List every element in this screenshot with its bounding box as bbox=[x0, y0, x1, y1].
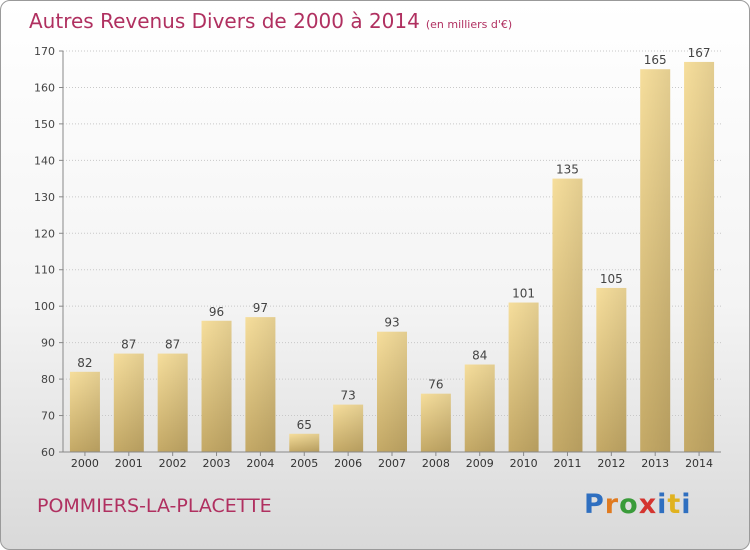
bar-shade-2001 bbox=[113, 353, 144, 452]
chart-unit: (en milliers d'€) bbox=[425, 18, 513, 31]
y-tick-label: 100 bbox=[34, 300, 55, 313]
x-tick-label-2013: 2013 bbox=[641, 457, 669, 470]
logo-letter: P bbox=[584, 489, 605, 520]
logo-letter: r bbox=[604, 489, 620, 520]
value-label-2010: 101 bbox=[512, 287, 535, 301]
y-tick-label: 160 bbox=[34, 81, 55, 94]
logo-letter: i bbox=[681, 489, 692, 520]
y-tick-label: 110 bbox=[34, 264, 55, 277]
bar-shade-2006 bbox=[333, 404, 364, 452]
bar-shade-2005 bbox=[289, 433, 320, 452]
bar-shade-2003 bbox=[201, 320, 232, 452]
chart-title: Autres Revenus Divers de 2000 à 2014 (en … bbox=[29, 9, 512, 33]
y-tick-label: 120 bbox=[34, 227, 55, 240]
x-tick-label-2008: 2008 bbox=[422, 457, 450, 470]
bar-shade-2002 bbox=[157, 353, 188, 452]
chart-title-text: Autres Revenus Divers de 2000 à 2014 bbox=[29, 9, 420, 33]
x-tick-label-2009: 2009 bbox=[466, 457, 494, 470]
value-label-2006: 73 bbox=[340, 389, 355, 403]
y-tick-label: 70 bbox=[41, 410, 55, 423]
value-label-2004: 97 bbox=[253, 301, 268, 315]
value-label-2014: 167 bbox=[688, 46, 711, 60]
axis-layer: 60 70 80 90 100 110 120 130 140 150 160 170 2000 2001… bbox=[34, 45, 721, 470]
bar-shade-2000 bbox=[69, 371, 100, 452]
bar-shade-2010 bbox=[508, 302, 539, 452]
x-tick-label-2006: 2006 bbox=[334, 457, 362, 470]
logo-letter: t bbox=[667, 489, 682, 520]
bar-layer: 82 87 87 96 97 65 73 93 76 84 101 135 105 165 167 bbox=[69, 46, 715, 453]
value-label-2002: 87 bbox=[165, 338, 180, 352]
y-tick-label: 80 bbox=[41, 373, 55, 386]
x-tick-label-2012: 2012 bbox=[597, 457, 625, 470]
bar-shade-2004 bbox=[245, 317, 276, 452]
bar-shade-2014 bbox=[684, 61, 715, 452]
value-label-2001: 87 bbox=[121, 338, 136, 352]
bar-shade-2011 bbox=[552, 178, 583, 452]
proxiti-logo: Proxiti bbox=[584, 489, 692, 520]
x-tick-label-2000: 2000 bbox=[71, 457, 99, 470]
y-tick-label: 90 bbox=[41, 337, 55, 350]
value-label-2005: 65 bbox=[297, 418, 312, 432]
x-tick-label-2014: 2014 bbox=[685, 457, 713, 470]
x-tick-label-2001: 2001 bbox=[115, 457, 143, 470]
x-tick-label-2007: 2007 bbox=[378, 457, 406, 470]
value-label-2000: 82 bbox=[77, 356, 92, 370]
logo-letter: x bbox=[638, 489, 658, 520]
logo-letter: i bbox=[657, 489, 668, 520]
value-label-2009: 84 bbox=[472, 349, 487, 363]
value-label-2008: 76 bbox=[428, 378, 443, 392]
bar-shade-2013 bbox=[640, 69, 671, 453]
y-tick-label: 60 bbox=[41, 446, 55, 459]
x-tick-label-2005: 2005 bbox=[290, 457, 318, 470]
x-tick-label-2002: 2002 bbox=[159, 457, 187, 470]
location-name: POMMIERS-LA-PLACETTE bbox=[37, 495, 272, 517]
x-tick-label-2010: 2010 bbox=[510, 457, 538, 470]
bar-shade-2012 bbox=[596, 287, 627, 452]
value-label-2011: 135 bbox=[556, 163, 579, 177]
value-label-2007: 93 bbox=[384, 316, 399, 330]
y-tick-label: 130 bbox=[34, 191, 55, 204]
x-tick-label-2003: 2003 bbox=[203, 457, 231, 470]
y-tick-label: 170 bbox=[34, 45, 55, 58]
x-tick-label-2004: 2004 bbox=[246, 457, 274, 470]
value-label-2012: 105 bbox=[600, 272, 623, 286]
bar-shade-2007 bbox=[377, 331, 407, 452]
value-label-2003: 96 bbox=[209, 305, 224, 319]
value-label-2013: 165 bbox=[644, 53, 667, 67]
bar-shade-2008 bbox=[420, 393, 451, 452]
y-tick-label: 150 bbox=[34, 118, 55, 131]
logo-letter: o bbox=[619, 489, 639, 520]
x-tick-label-2011: 2011 bbox=[553, 457, 581, 470]
bar-shade-2009 bbox=[464, 364, 495, 452]
y-tick-label: 140 bbox=[34, 154, 55, 167]
